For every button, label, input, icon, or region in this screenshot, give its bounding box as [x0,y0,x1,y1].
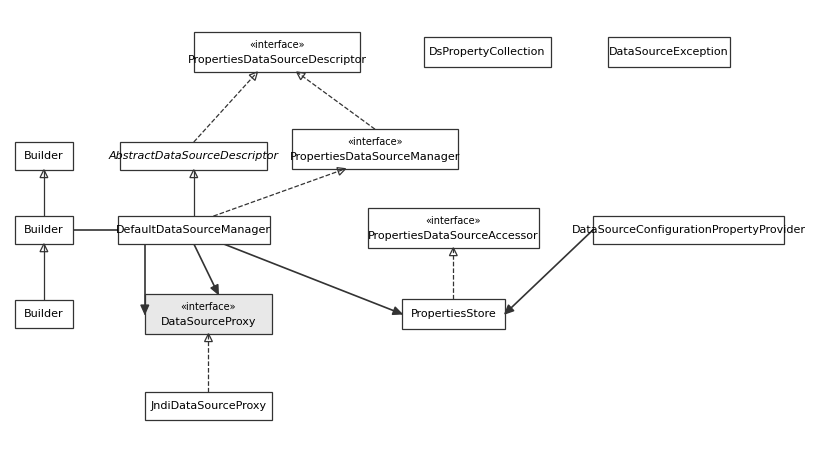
Bar [14,142,74,170]
Bar [368,208,539,248]
Bar [292,129,458,169]
Bar [120,142,268,170]
Text: Builder: Builder [24,309,64,319]
Text: DataSourceConfigurationPropertyProvider: DataSourceConfigurationPropertyProvider [572,225,805,235]
Bar [118,216,270,244]
Text: «interface»: «interface» [347,137,403,147]
Bar [608,37,730,67]
Text: PropertiesStore: PropertiesStore [410,309,497,319]
Bar [194,33,360,72]
Text: PropertiesDataSourceAccessor: PropertiesDataSourceAccessor [368,231,538,241]
Text: Builder: Builder [24,151,64,161]
Polygon shape [392,307,402,314]
Bar [402,299,505,329]
Bar [145,392,273,419]
Text: DsPropertyCollection: DsPropertyCollection [430,47,546,57]
Polygon shape [505,305,514,314]
Text: «interface»: «interface» [426,216,481,226]
Text: «interface»: «interface» [181,302,237,312]
Text: AbstractDataSourceDescriptor: AbstractDataSourceDescriptor [109,151,279,161]
Text: DataSourceException: DataSourceException [609,47,729,57]
Text: DataSourceProxy: DataSourceProxy [161,317,256,327]
Bar [593,216,784,244]
Bar [14,216,74,244]
Polygon shape [211,284,218,294]
Text: JndiDataSourceProxy: JndiDataSourceProxy [150,401,267,411]
Bar [14,300,74,328]
Text: PropertiesDataSourceManager: PropertiesDataSourceManager [290,152,460,162]
Text: Builder: Builder [24,225,64,235]
Bar [145,294,273,334]
Text: PropertiesDataSourceDescriptor: PropertiesDataSourceDescriptor [187,55,366,65]
Text: «interface»: «interface» [249,40,305,50]
Polygon shape [140,305,149,314]
Text: DefaultDataSourceManager: DefaultDataSourceManager [116,225,271,235]
Bar [424,37,551,67]
